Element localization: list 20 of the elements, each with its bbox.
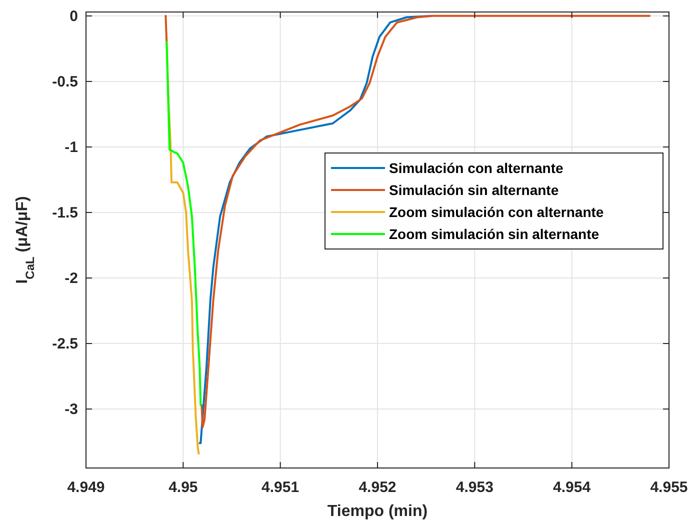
- x-axis-title: Tiempo (min): [327, 503, 428, 520]
- legend-label: Zoom simulación con alternante: [389, 204, 604, 220]
- x-tick-label: 4.953: [456, 479, 494, 496]
- legend-label: Zoom simulación sin alternante: [389, 226, 600, 242]
- y-tick-label: -2: [64, 270, 78, 287]
- x-tick-label: 4.955: [650, 479, 688, 496]
- x-tick-label: 4.95: [168, 479, 198, 496]
- y-tick-label: -0.5: [52, 73, 78, 90]
- y-tick-label: 0: [70, 8, 78, 25]
- x-tick-label: 4.954: [553, 479, 592, 496]
- y-tick-label: -1.5: [52, 204, 78, 222]
- x-tick-label: 4.949: [67, 479, 105, 496]
- y-tick-label: -2.5: [52, 336, 78, 353]
- x-tick-label: 4.951: [262, 479, 300, 496]
- x-tick-label: 4.952: [358, 479, 396, 496]
- y-tick-label: -1: [64, 138, 78, 156]
- legend-label: Simulación sin alternante: [389, 182, 559, 198]
- legend-label: Simulación con alternante: [389, 160, 564, 176]
- line-series: [166, 41, 202, 406]
- y-tick-label: -3: [64, 401, 78, 418]
